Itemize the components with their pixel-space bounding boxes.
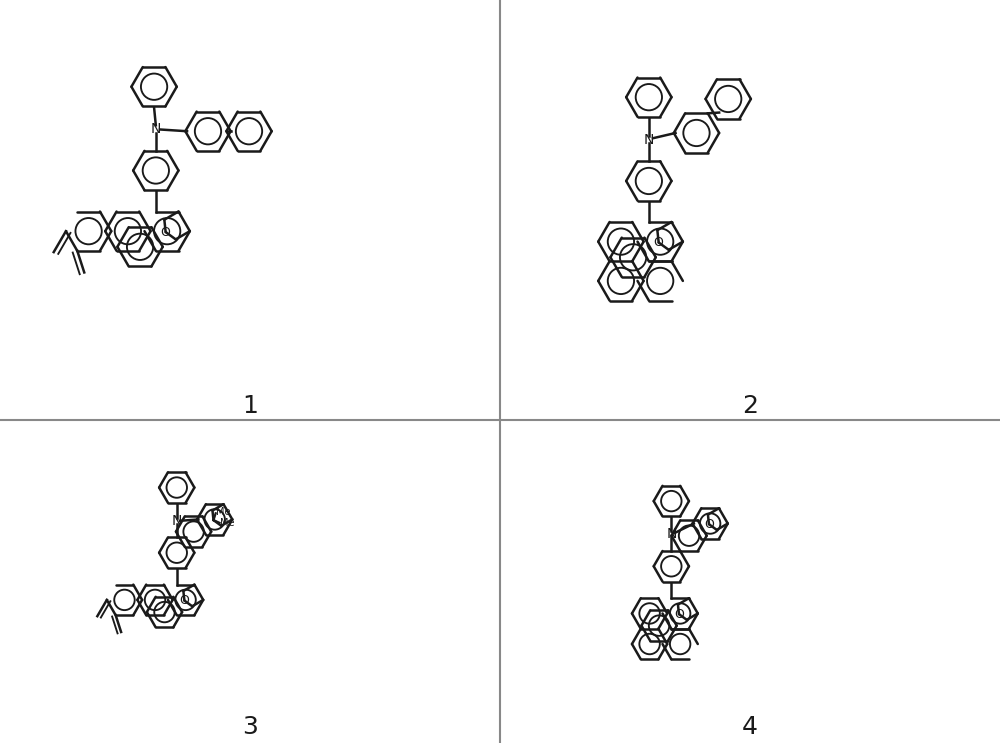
Text: 2: 2 xyxy=(742,394,758,418)
Text: N: N xyxy=(666,528,677,542)
Text: 1: 1 xyxy=(242,394,258,418)
Text: O: O xyxy=(179,594,189,607)
Text: O: O xyxy=(161,226,171,239)
Text: Me: Me xyxy=(216,507,231,517)
Text: N: N xyxy=(172,514,182,528)
Text: O: O xyxy=(654,236,664,249)
Text: N: N xyxy=(644,133,654,147)
Text: 3: 3 xyxy=(242,716,258,739)
Text: Me: Me xyxy=(220,519,235,528)
Text: O: O xyxy=(704,518,714,531)
Text: O: O xyxy=(674,608,684,620)
Text: 4: 4 xyxy=(742,716,758,739)
Text: N: N xyxy=(151,123,161,137)
